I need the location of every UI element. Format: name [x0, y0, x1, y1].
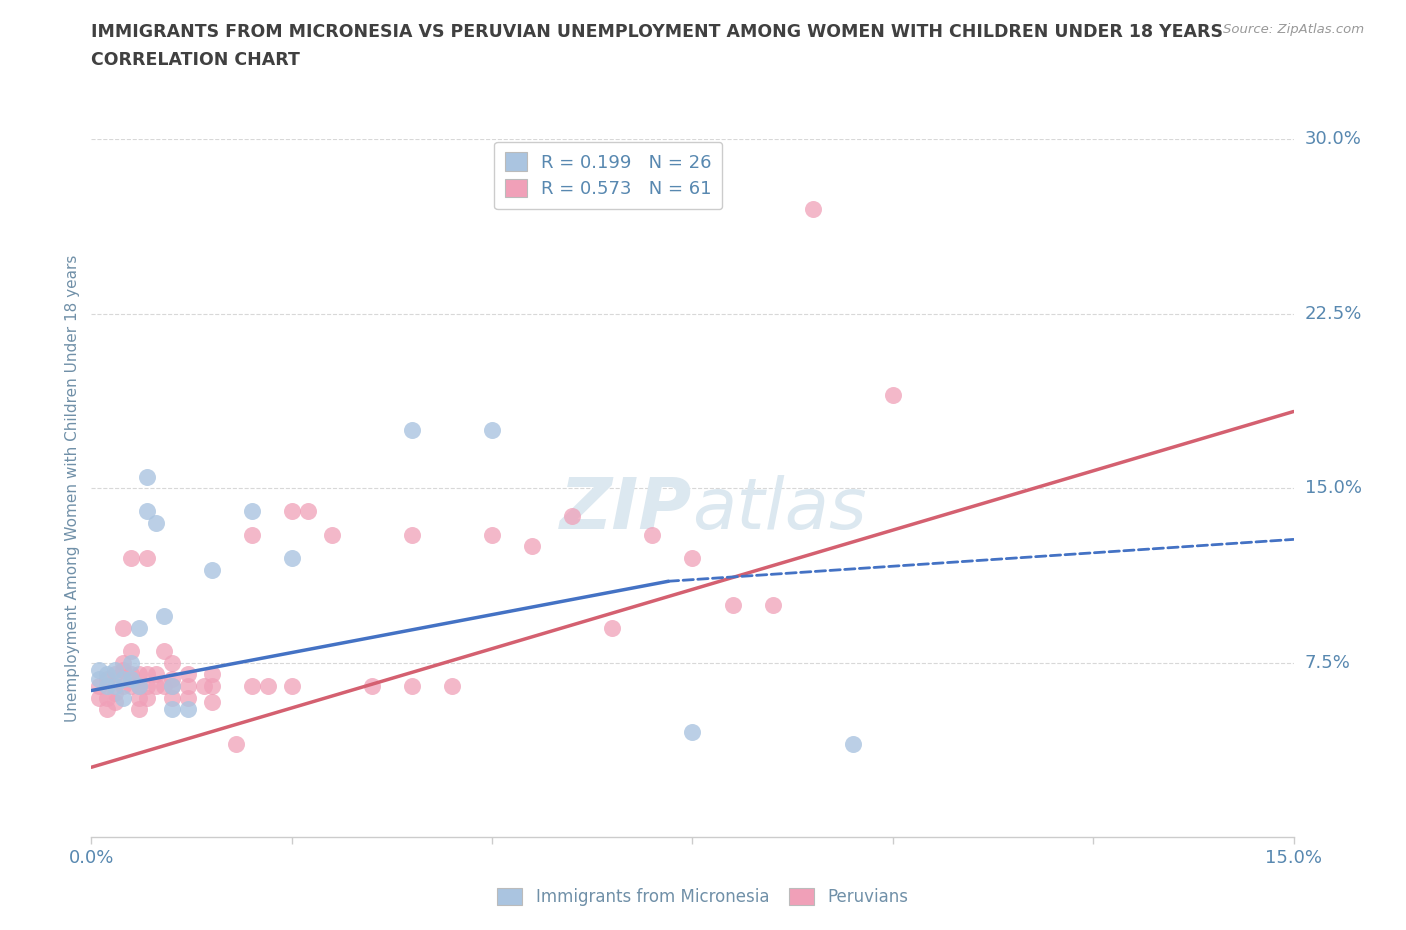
Point: [152, 609, 174, 624]
Point: [561, 509, 583, 524]
Point: [128, 667, 150, 682]
Point: [136, 679, 159, 694]
Legend: Immigrants from Micronesia, Peruvians: Immigrants from Micronesia, Peruvians: [491, 881, 915, 912]
Point: [201, 667, 224, 682]
Point: [96, 701, 118, 716]
Point: [176, 679, 198, 694]
Point: [121, 655, 143, 670]
Point: [136, 504, 159, 519]
Point: [602, 620, 624, 635]
Text: CORRELATION CHART: CORRELATION CHART: [91, 51, 301, 69]
Point: [641, 527, 664, 542]
Point: [104, 695, 127, 710]
Point: [136, 469, 159, 484]
Point: [112, 679, 135, 694]
Point: [240, 504, 263, 519]
Point: [112, 662, 135, 677]
Point: [401, 527, 423, 542]
Point: [201, 562, 224, 577]
Text: 30.0%: 30.0%: [1305, 130, 1361, 149]
Point: [160, 671, 183, 686]
Point: [176, 667, 198, 682]
Point: [89, 671, 111, 686]
Text: 15.0%: 15.0%: [1305, 479, 1361, 498]
Point: [440, 679, 463, 694]
Point: [128, 679, 150, 694]
Text: Source: ZipAtlas.com: Source: ZipAtlas.com: [1223, 23, 1364, 36]
Point: [193, 679, 215, 694]
Point: [801, 202, 824, 217]
Point: [136, 551, 159, 565]
Text: ZIP: ZIP: [560, 474, 692, 544]
Point: [96, 690, 118, 705]
Point: [160, 701, 183, 716]
Point: [297, 504, 319, 519]
Point: [681, 725, 703, 740]
Point: [145, 515, 167, 530]
Point: [104, 679, 127, 694]
Text: 22.5%: 22.5%: [1305, 305, 1362, 323]
Point: [401, 679, 423, 694]
Point: [96, 667, 118, 682]
Point: [160, 679, 183, 694]
Y-axis label: Unemployment Among Women with Children Under 18 years: Unemployment Among Women with Children U…: [65, 255, 80, 722]
Point: [96, 679, 118, 694]
Point: [121, 551, 143, 565]
Point: [121, 644, 143, 658]
Point: [128, 679, 150, 694]
Point: [121, 679, 143, 694]
Point: [145, 667, 167, 682]
Point: [136, 667, 159, 682]
Point: [160, 655, 183, 670]
Point: [121, 667, 143, 682]
Point: [201, 679, 224, 694]
Point: [256, 679, 278, 694]
Text: 7.5%: 7.5%: [1305, 654, 1351, 671]
Point: [152, 644, 174, 658]
Point: [522, 539, 544, 554]
Point: [681, 551, 703, 565]
Point: [89, 679, 111, 694]
Point: [121, 671, 143, 686]
Point: [128, 690, 150, 705]
Point: [841, 737, 863, 751]
Point: [401, 422, 423, 438]
Point: [176, 690, 198, 705]
Point: [762, 597, 785, 612]
Point: [104, 685, 127, 700]
Point: [281, 504, 304, 519]
Point: [112, 671, 135, 686]
Point: [225, 737, 247, 751]
Text: atlas: atlas: [692, 474, 868, 544]
Point: [112, 655, 135, 670]
Legend: R = 0.199   N = 26, R = 0.573   N = 61: R = 0.199 N = 26, R = 0.573 N = 61: [494, 141, 723, 209]
Point: [152, 679, 174, 694]
Point: [240, 679, 263, 694]
Point: [128, 620, 150, 635]
Point: [104, 667, 127, 682]
Point: [360, 679, 382, 694]
Point: [321, 527, 343, 542]
Point: [281, 679, 304, 694]
Point: [112, 620, 135, 635]
Point: [145, 679, 167, 694]
Point: [89, 690, 111, 705]
Point: [481, 422, 503, 438]
Text: IMMIGRANTS FROM MICRONESIA VS PERUVIAN UNEMPLOYMENT AMONG WOMEN WITH CHILDREN UN: IMMIGRANTS FROM MICRONESIA VS PERUVIAN U…: [91, 23, 1223, 41]
Point: [160, 679, 183, 694]
Point: [112, 690, 135, 705]
Point: [89, 662, 111, 677]
Point: [104, 662, 127, 677]
Point: [721, 597, 744, 612]
Point: [128, 701, 150, 716]
Point: [281, 551, 304, 565]
Point: [176, 701, 198, 716]
Point: [160, 690, 183, 705]
Point: [96, 671, 118, 686]
Point: [136, 690, 159, 705]
Point: [201, 695, 224, 710]
Point: [882, 388, 904, 403]
Point: [240, 527, 263, 542]
Point: [481, 527, 503, 542]
